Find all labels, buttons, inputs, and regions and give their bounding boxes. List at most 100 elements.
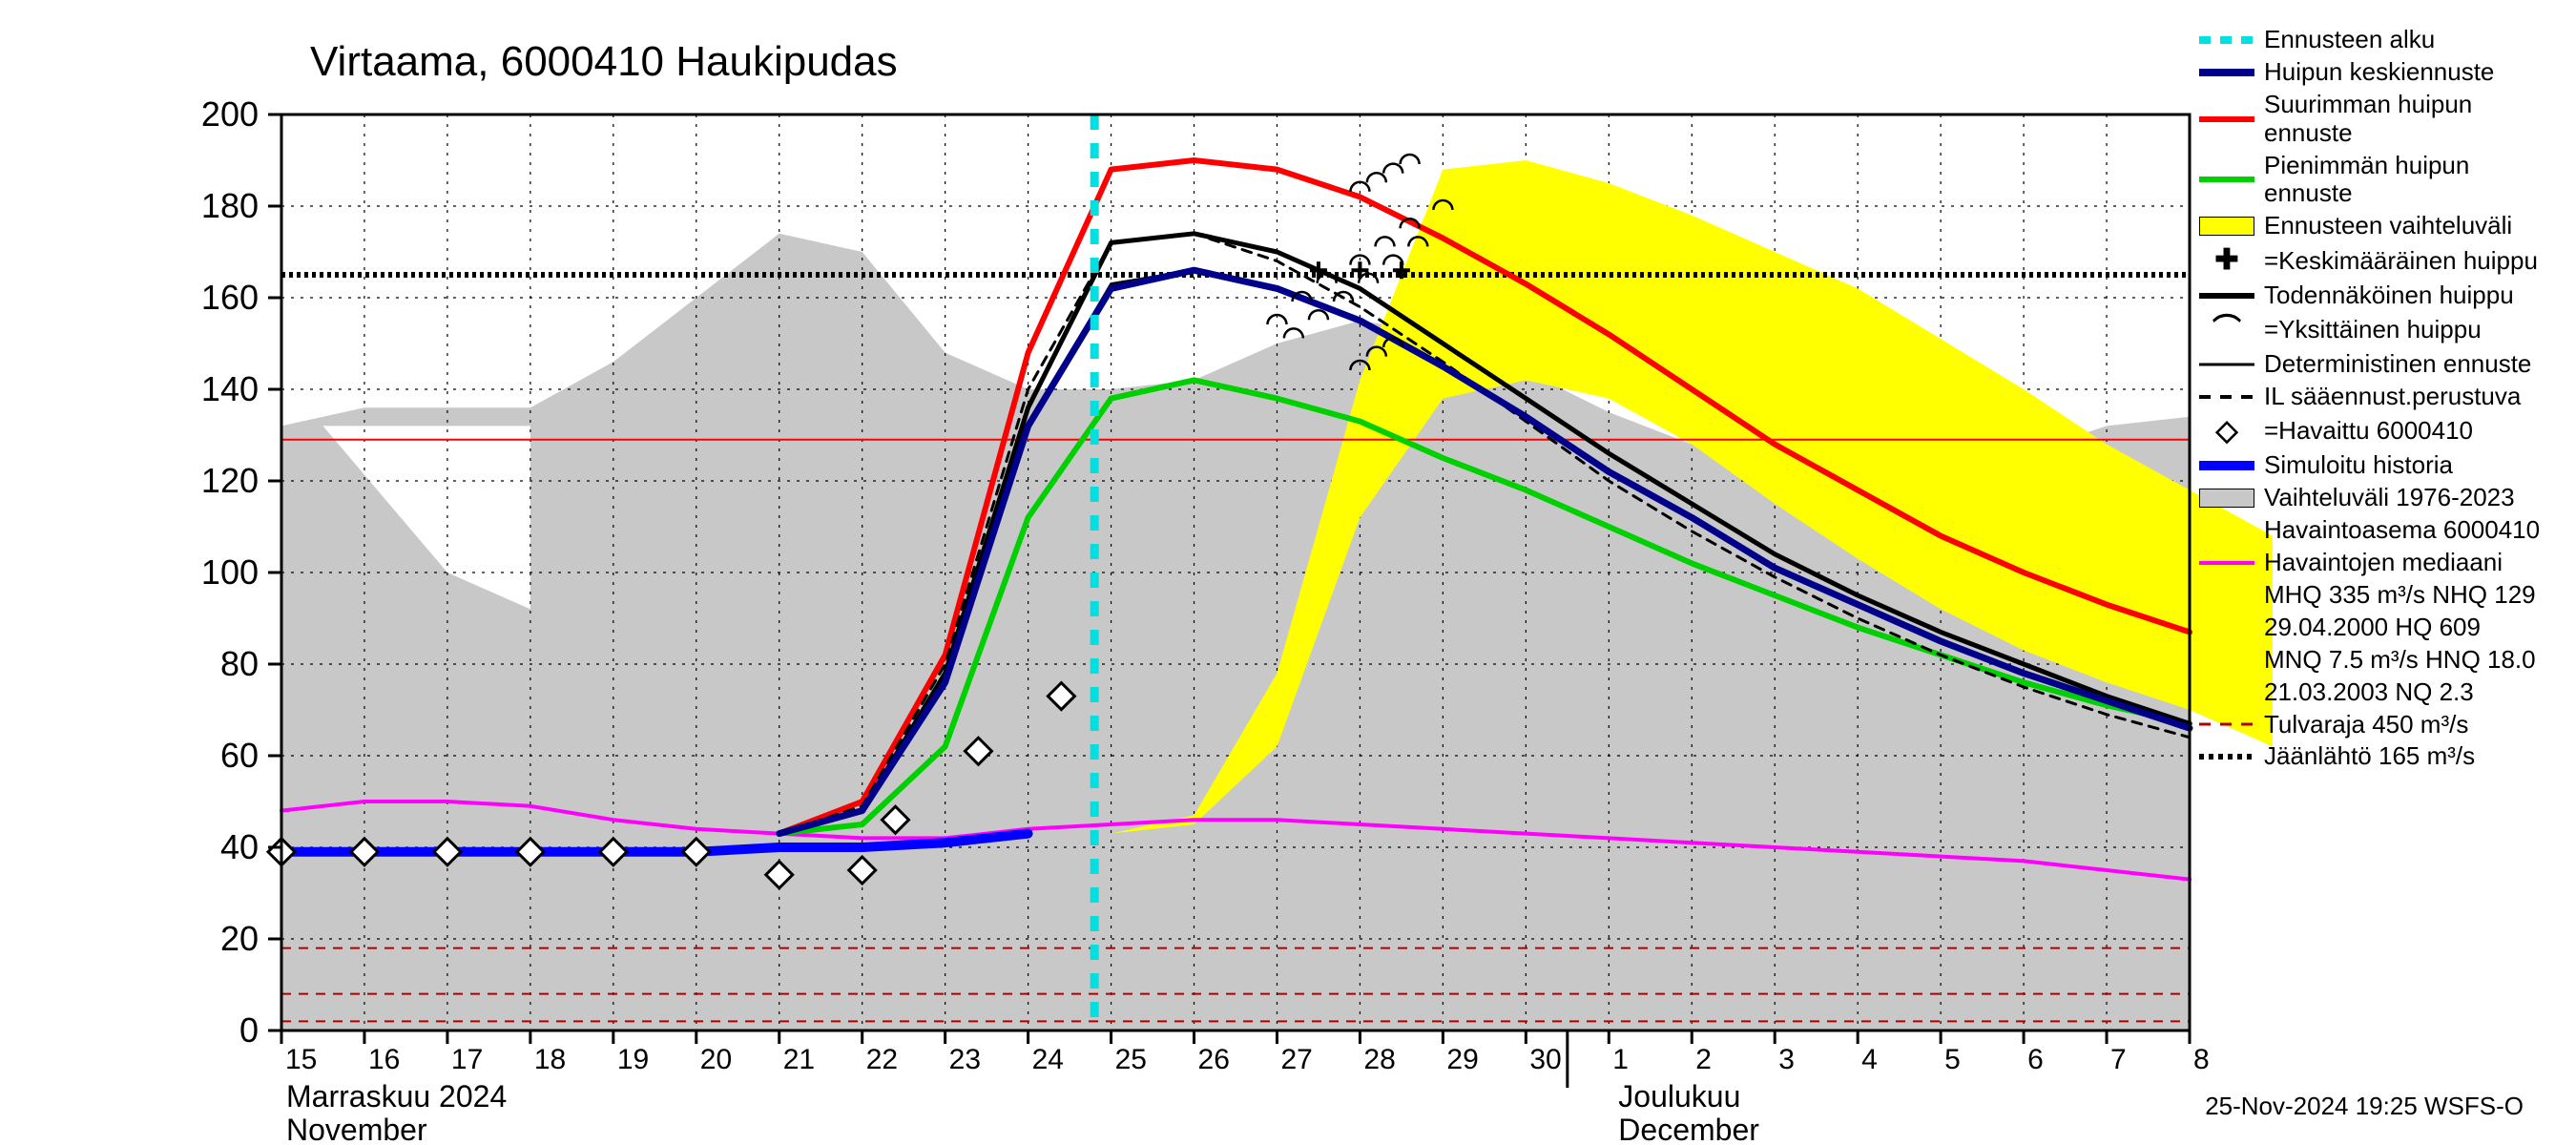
svg-text:100: 100 — [201, 552, 259, 592]
legend-swatch — [2199, 713, 2254, 736]
svg-text:1: 1 — [1612, 1044, 1629, 1075]
legend-item-jaa: Jäänlähtö 165 m³/s — [2199, 740, 2562, 773]
legend-item-tulva: Tulvaraja 450 m³/s — [2199, 709, 2562, 741]
legend-label: Huipun keskiennuste — [2264, 58, 2562, 87]
svg-text:21: 21 — [783, 1044, 815, 1075]
legend-item-min_peak: Pienimmän huipun ennuste — [2199, 150, 2562, 211]
legend-swatch — [2199, 168, 2254, 191]
svg-text:4: 4 — [1861, 1044, 1878, 1075]
legend-swatch: ◇ — [2199, 415, 2254, 448]
legend-item-mean_peak: Huipun keskiennuste — [2199, 56, 2562, 89]
legend-swatch — [2199, 745, 2254, 768]
legend-label: Jäänlähtö 165 m³/s — [2264, 742, 2562, 771]
svg-text:200: 200 — [201, 94, 259, 134]
legend-swatch — [2199, 353, 2254, 376]
svg-text:7: 7 — [2110, 1044, 2127, 1075]
legend-label: Pienimmän huipun ennuste — [2264, 152, 2562, 209]
legend-item-mhq1: MHQ 335 m³/s NHQ 129 — [2199, 579, 2562, 612]
legend-label: Deterministinen ennuste — [2264, 350, 2562, 379]
legend-swatch — [2199, 215, 2254, 238]
svg-text:26: 26 — [1198, 1044, 1230, 1075]
svg-text:140: 140 — [201, 369, 259, 408]
legend-swatch — [2199, 454, 2254, 477]
legend-swatch — [2199, 616, 2254, 639]
svg-text:December: December — [1618, 1113, 1759, 1145]
svg-text:80: 80 — [220, 644, 259, 683]
svg-text:17: 17 — [451, 1044, 483, 1075]
svg-text:Joulukuu: Joulukuu — [1618, 1079, 1740, 1114]
legend-label: =Keskimääräinen huippu — [2264, 247, 2562, 276]
legend-label: IL sääennust.perustuva — [2264, 383, 2562, 411]
legend-label: Vaihteluväli 1976-2023 — [2264, 484, 2562, 512]
svg-text:0: 0 — [239, 1010, 259, 1050]
chart-container: { "chart": { "type": "line", "title": "V… — [0, 0, 2576, 1145]
legend-item-likely_peak: Todennäköinen huippu — [2199, 280, 2562, 312]
legend-label: Simuloitu historia — [2264, 451, 2562, 480]
legend-swatch — [2199, 584, 2254, 607]
svg-text:6: 6 — [2027, 1044, 2044, 1075]
svg-text:18: 18 — [534, 1044, 566, 1075]
legend-label: Suurimman huipun ennuste — [2264, 91, 2562, 148]
legend-item-avg_peak_sym: ✚ =Keskimääräinen huippu — [2199, 242, 2562, 280]
legend-swatch — [2199, 108, 2254, 131]
legend-swatch — [2199, 519, 2254, 542]
svg-text:3: 3 — [1778, 1044, 1795, 1075]
legend-item-station: Havaintoasema 6000410 — [2199, 514, 2562, 547]
legend-swatch — [2199, 649, 2254, 672]
legend-item-median: Havaintojen mediaani — [2199, 547, 2562, 579]
legend-swatch: ✚ — [2199, 244, 2254, 278]
legend-swatch: ⌒ — [2199, 314, 2254, 347]
legend-swatch — [2199, 552, 2254, 574]
chart-title: Virtaama, 6000410 Haukipudas — [310, 38, 898, 86]
svg-text:15: 15 — [285, 1044, 317, 1075]
svg-text:30: 30 — [1529, 1044, 1561, 1075]
legend-label: 21.03.2003 NQ 2.3 — [2264, 678, 2562, 707]
legend-item-il: IL sääennust.perustuva — [2199, 381, 2562, 413]
chart-svg: 0204060801001201401601802001516171819202… — [0, 0, 2576, 1145]
legend-label: Ennusteen alku — [2264, 26, 2562, 54]
legend-swatch — [2199, 385, 2254, 408]
svg-text:160: 160 — [201, 278, 259, 317]
svg-text:Marraskuu 2024: Marraskuu 2024 — [286, 1079, 507, 1114]
legend-swatch — [2199, 681, 2254, 704]
legend-swatch — [2199, 284, 2254, 307]
legend-item-mhq2: 29.04.2000 HQ 609 — [2199, 612, 2562, 644]
svg-text:19: 19 — [617, 1044, 649, 1075]
legend-label: Tulvaraja 450 m³/s — [2264, 711, 2562, 739]
legend-item-range: Vaihteluväli 1976-2023 — [2199, 482, 2562, 514]
svg-text:8: 8 — [2193, 1044, 2210, 1075]
svg-text:180: 180 — [201, 186, 259, 225]
legend-label: MNQ 7.5 m³/s HNQ 18.0 — [2264, 646, 2562, 675]
svg-text:27: 27 — [1280, 1044, 1312, 1075]
legend-label: Ennusteen vaihteluväli — [2264, 212, 2562, 240]
svg-text:60: 60 — [220, 736, 259, 775]
legend-item-sim_hist: Simuloitu historia — [2199, 449, 2562, 482]
legend-item-band: Ennusteen vaihteluväli — [2199, 210, 2562, 242]
legend: Ennusteen alku Huipun keskiennuste Suurimm… — [2199, 24, 2562, 773]
svg-text:16: 16 — [368, 1044, 400, 1075]
svg-text:40: 40 — [220, 827, 259, 866]
legend-label: Todennäköinen huippu — [2264, 281, 2562, 310]
svg-text:120: 120 — [201, 461, 259, 500]
legend-item-obs: ◇ =Havaittu 6000410 — [2199, 413, 2562, 450]
svg-text:20: 20 — [700, 1044, 732, 1075]
svg-text:23: 23 — [949, 1044, 981, 1075]
legend-item-deterministic: Deterministinen ennuste — [2199, 348, 2562, 381]
legend-swatch — [2199, 61, 2254, 84]
svg-text:5: 5 — [1944, 1044, 1961, 1075]
svg-text:25: 25 — [1115, 1044, 1147, 1075]
legend-item-max_peak: Suurimman huipun ennuste — [2199, 89, 2562, 150]
svg-text:22: 22 — [866, 1044, 898, 1075]
svg-text:20: 20 — [220, 919, 259, 958]
svg-text:November: November — [286, 1113, 427, 1145]
legend-item-single_peak: ⌒=Yksittäinen huippu — [2199, 312, 2562, 349]
legend-label: Havaintojen mediaani — [2264, 549, 2562, 577]
legend-label: =Havaittu 6000410 — [2264, 417, 2562, 446]
svg-text:24: 24 — [1032, 1044, 1064, 1075]
svg-text:29: 29 — [1446, 1044, 1478, 1075]
footer-timestamp: 25-Nov-2024 19:25 WSFS-O — [2205, 1092, 2524, 1121]
legend-swatch — [2199, 29, 2254, 52]
legend-item-forecast_start: Ennusteen alku — [2199, 24, 2562, 56]
legend-label: 29.04.2000 HQ 609 — [2264, 614, 2562, 642]
legend-label: MHQ 335 m³/s NHQ 129 — [2264, 581, 2562, 610]
